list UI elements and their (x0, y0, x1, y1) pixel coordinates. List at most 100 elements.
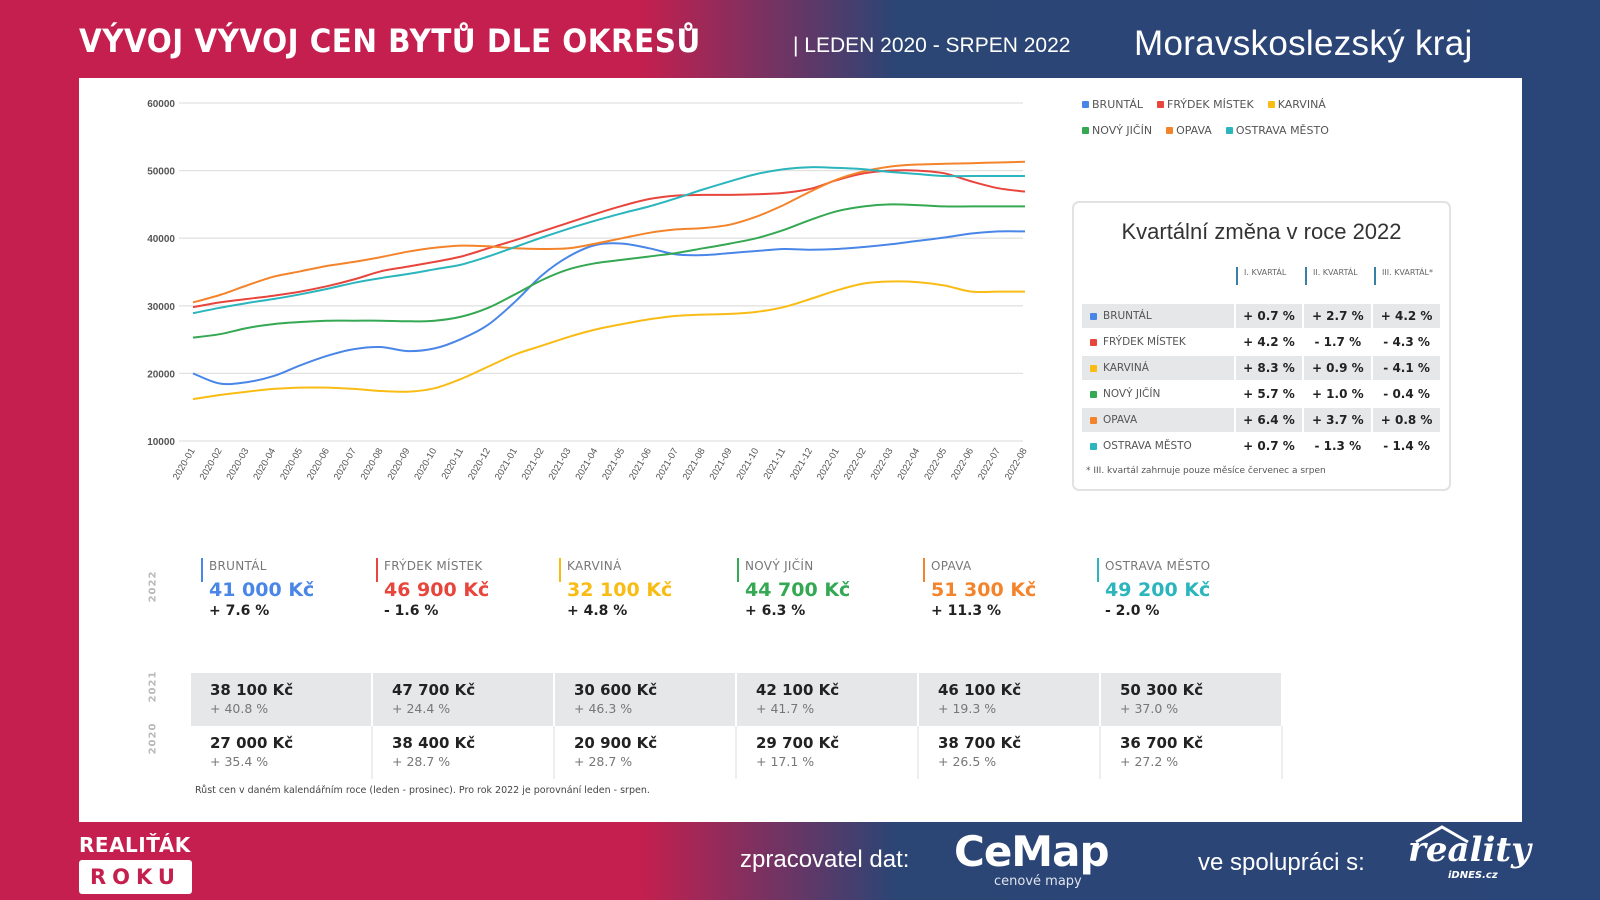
history-cell-2020: 36 700 Kč + 27.2 % (1101, 726, 1283, 779)
series-line-opava (192, 160, 1026, 304)
x-tick-label: 2022-07 (976, 446, 1003, 482)
x-tick-label: 2022-01 (815, 446, 842, 482)
change-2022: + 7.6 % (209, 603, 270, 619)
legend-row: NOVÝ JIČÍN OPAVA OSTRAVA MĚSTO (1082, 124, 1422, 137)
footnote: Růst cen v daném kalendářním roce (leden… (195, 785, 650, 796)
legend-item[interactable]: FRÝDEK MÍSTEK (1157, 98, 1254, 111)
legend-row: BRUNTÁL FRÝDEK MÍSTEK KARVINÁ (1082, 98, 1422, 111)
district-name: KARVINÁ (1082, 356, 1234, 380)
x-tick-label: 2021-06 (627, 446, 654, 482)
quarter-change-cell: + 2.7 % (1304, 304, 1372, 328)
quarterly-row: OSTRAVA MĚSTO + 0.7 % - 1.3 % - 1.4 % (1082, 433, 1442, 459)
x-tick-label: 2020-12 (466, 446, 493, 482)
y-tick-label: 40000 (147, 234, 175, 245)
district-name: BRUNTÁL (1082, 304, 1234, 328)
quarter-change-cell: + 0.7 % (1243, 439, 1295, 453)
history-cell-2020: 27 000 Kč + 35.4 % (191, 726, 373, 779)
summary-2022: BRUNTÁL 41 000 Kč + 7.6 % FRÝDEK MÍSTEK 46 9… (201, 555, 1277, 625)
series-line-karvin- (192, 280, 1025, 401)
quarter-change-cell: - 4.3 % (1383, 335, 1430, 349)
history-cell-2020: 20 900 Kč + 28.7 % (555, 726, 737, 779)
quarter-change-cell: - 4.1 % (1373, 356, 1441, 380)
quarter-header: III. KVARTÁL* (1374, 267, 1443, 285)
year-label-2020: 2020 (147, 722, 159, 755)
legend-item[interactable]: OSTRAVA MĚSTO (1225, 124, 1329, 137)
series-line-brunt-l (192, 230, 1026, 386)
district-label: NOVÝ JIČÍN (1103, 388, 1161, 400)
change-2022: - 2.0 % (1105, 603, 1160, 619)
change-2020: + 27.2 % (1120, 754, 1179, 769)
x-tick-label: 2021-10 (734, 446, 761, 482)
legend-label: KARVINÁ (1277, 98, 1326, 111)
district-name: OSTRAVA MĚSTO (1082, 434, 1234, 458)
page-title: VÝVOJ VÝVOJ CEN BYTŮ DLE OKRESŮ (79, 22, 701, 60)
legend-item[interactable]: OPAVA (1166, 124, 1212, 137)
price-2021: 47 700 Kč (392, 681, 476, 699)
x-tick-label: 2022-02 (842, 446, 869, 482)
realitak-roku-logo: REALIŤÁK ROKU (79, 833, 192, 894)
house-roof-icon (1415, 825, 1469, 844)
series-line-nov-ji-n (192, 203, 1025, 339)
x-tick-label: 2020-05 (278, 446, 305, 482)
district-name: OPAVA (1082, 408, 1234, 432)
district-name: KARVINÁ (567, 559, 622, 573)
legend-item[interactable]: KARVINÁ (1267, 98, 1326, 111)
price-2021: 46 100 Kč (938, 681, 1022, 699)
brand-top: REALIŤÁK (79, 833, 191, 857)
quarterly-table: BRUNTÁL + 0.7 % + 2.7 % + 4.2 % FRÝDEK MÍSTE… (1082, 303, 1442, 459)
quarterly-row: BRUNTÁL + 0.7 % + 2.7 % + 4.2 % (1082, 303, 1442, 329)
history-cell-2020: 38 700 Kč + 26.5 % (919, 726, 1101, 779)
price-2020: 36 700 Kč (1120, 734, 1204, 752)
district-name: FRÝDEK MÍSTEK (1082, 330, 1234, 354)
price-2021: 42 100 Kč (756, 681, 840, 699)
price-2022: 51 300 Kč (931, 579, 1037, 601)
x-tick-label: 2020-09 (386, 446, 413, 482)
district-color-bar (737, 558, 739, 582)
x-tick-label: 2021-11 (762, 446, 789, 481)
x-tick-label: 2021-03 (547, 446, 574, 482)
x-tick-label: 2020-03 (224, 446, 251, 482)
y-tick-label: 30000 (147, 302, 175, 313)
change-2022: + 4.8 % (567, 603, 628, 619)
price-2021: 38 100 Kč (210, 681, 294, 699)
x-tick-label: 2021-09 (708, 446, 735, 482)
legend-label: NOVÝ JIČÍN (1092, 124, 1153, 137)
processor-label: zpracovatel dat: (740, 846, 910, 873)
year-label-2021: 2021 (147, 670, 159, 703)
x-tick-label: 2020-02 (198, 446, 225, 482)
district-summary: FRÝDEK MÍSTEK 46 900 Kč - 1.6 % (376, 555, 559, 625)
y-tick-label: 20000 (147, 369, 175, 380)
district-label: KARVINÁ (1103, 362, 1149, 374)
change-2021: + 37.0 % (1120, 701, 1179, 716)
change-2020: + 26.5 % (938, 754, 997, 769)
quarter-change-cell: + 5.7 % (1243, 387, 1295, 401)
price-2022: 32 100 Kč (567, 579, 673, 601)
district-summary: OPAVA 51 300 Kč + 11.3 % (923, 555, 1097, 625)
legend-swatch-icon (1166, 127, 1174, 134)
cemap-logo-sub: cenové mapy (994, 874, 1082, 889)
quarterly-row: KARVINÁ + 8.3 % + 0.9 % - 4.1 % (1082, 355, 1442, 381)
quarter-change-cell: + 0.7 % (1235, 304, 1303, 328)
district-name: NOVÝ JIČÍN (1082, 382, 1234, 406)
x-tick-label: 2020-06 (305, 446, 332, 482)
x-tick-label: 2022-05 (922, 446, 949, 482)
district-color-icon (1090, 442, 1097, 450)
quarter-change-cell: + 4.2 % (1373, 304, 1441, 328)
year-label-2022: 2022 (147, 570, 159, 603)
district-name: FRÝDEK MÍSTEK (384, 559, 483, 573)
series-line-ostrava-m-sto (192, 166, 1025, 315)
x-tick-label: 2021-04 (573, 446, 600, 482)
legend-item[interactable]: NOVÝ JIČÍN (1082, 124, 1152, 137)
change-2021: + 41.7 % (756, 701, 815, 716)
x-tick-label: 2020-07 (332, 446, 359, 482)
history-row-2020: 27 000 Kč + 35.4 % 38 400 Kč + 28.7 % 20 900… (191, 726, 1283, 779)
quarter-change-cell: + 0.9 % (1304, 356, 1372, 380)
legend-item[interactable]: BRUNTÁL (1082, 98, 1143, 111)
quarter-header: II. KVARTÁL (1305, 267, 1374, 285)
reality-logo-sub: iDNES.cz (1448, 870, 1498, 881)
quarter-change-cell: - 0.4 % (1383, 387, 1430, 401)
quarterly-note: * III. kvartál zahrnuje pouze měsíce čer… (1086, 466, 1326, 476)
quarterly-title: Kvartální změna v roce 2022 (1121, 219, 1402, 244)
district-name: BRUNTÁL (209, 559, 267, 573)
